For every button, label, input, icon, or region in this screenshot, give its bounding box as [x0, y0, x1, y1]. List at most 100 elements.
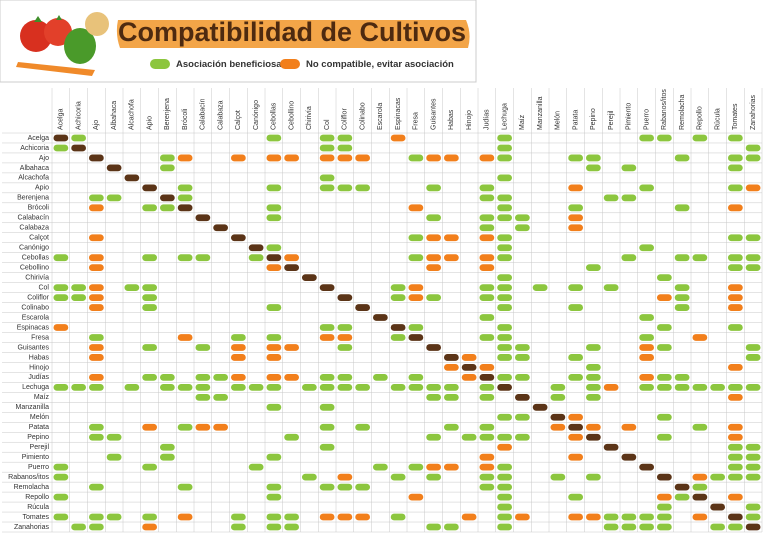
incompatible-cell [337, 334, 353, 341]
beneficial-cell [195, 344, 211, 351]
row-label: Brócoli [28, 205, 50, 212]
incompatible-cell [355, 154, 370, 162]
beneficial-cell [142, 204, 157, 212]
column-label: Alcachofa [129, 99, 136, 130]
beneficial-cell [444, 383, 459, 391]
beneficial-cell [266, 453, 282, 461]
incompatible-cell [479, 154, 495, 162]
beneficial-cell [319, 423, 335, 431]
beneficial-cell [355, 423, 370, 431]
beneficial-cell [479, 224, 495, 232]
beneficial-cell [53, 383, 69, 391]
legend-swatch [280, 59, 300, 69]
incompatible-cell [284, 154, 299, 162]
incompatible-cell [408, 204, 424, 212]
beneficial-cell [497, 413, 512, 421]
row-label: Maíz [34, 394, 50, 401]
beneficial-cell [266, 204, 282, 212]
incompatible-cell [479, 463, 495, 471]
beneficial-cell [497, 433, 512, 441]
incompatible-cell [426, 463, 441, 471]
beneficial-cell [89, 334, 104, 341]
self-cell [53, 134, 69, 142]
incompatible-cell [568, 224, 583, 232]
beneficial-cell [319, 184, 335, 192]
column-label: Pepino [590, 108, 597, 130]
incompatible-cell [266, 264, 282, 272]
row-label: Berenjena [17, 195, 49, 202]
incompatible-cell [426, 154, 441, 162]
beneficial-cell [408, 383, 424, 391]
beneficial-cell [106, 433, 122, 441]
beneficial-cell [53, 493, 69, 501]
incompatible-cell [89, 304, 104, 311]
beneficial-cell [266, 523, 282, 531]
beneficial-cell [89, 194, 104, 202]
beneficial-cell [142, 463, 157, 471]
self-cell [373, 314, 388, 321]
row-label: Colinabo [21, 304, 49, 311]
beneficial-cell [674, 374, 690, 381]
beneficial-cell [657, 374, 672, 381]
beneficial-cell [106, 194, 122, 202]
beneficial-cell [515, 224, 530, 232]
beneficial-cell [639, 523, 654, 531]
beneficial-cell [674, 204, 690, 212]
beneficial-cell [497, 304, 512, 311]
row-label: Albahaca [20, 165, 49, 172]
column-label: Coliflor [342, 108, 349, 130]
beneficial-cell [479, 393, 495, 401]
incompatible-cell [390, 134, 406, 142]
beneficial-cell [745, 354, 761, 361]
legend-label: No compatible, evitar asociación [306, 59, 454, 70]
beneficial-cell [497, 274, 512, 282]
beneficial-cell [177, 383, 193, 391]
beneficial-cell [639, 314, 654, 321]
beneficial-cell [142, 513, 157, 521]
beneficial-cell [373, 374, 388, 381]
beneficial-cell [89, 383, 104, 391]
beneficial-cell [728, 523, 743, 531]
beneficial-cell [639, 134, 654, 142]
row-label: Canónigo [19, 245, 49, 252]
beneficial-cell [266, 244, 282, 252]
beneficial-cell [355, 184, 370, 192]
incompatible-cell [444, 234, 459, 242]
beneficial-cell [479, 433, 495, 441]
beneficial-cell [621, 513, 637, 521]
beneficial-cell [266, 483, 282, 491]
beneficial-cell [302, 383, 317, 391]
beneficial-cell [319, 374, 335, 381]
column-label: Brócoli [182, 108, 189, 130]
beneficial-cell [479, 334, 495, 341]
beneficial-cell [497, 344, 512, 351]
beneficial-cell [657, 523, 672, 531]
incompatible-cell [568, 214, 583, 222]
row-label: Lechuga [22, 384, 49, 391]
beneficial-cell [408, 254, 424, 262]
beneficial-cell [639, 334, 654, 341]
beneficial-cell [426, 523, 441, 531]
beneficial-cell [426, 184, 441, 192]
column-label: Calçot [235, 110, 242, 130]
beneficial-cell [319, 324, 335, 331]
incompatible-cell [89, 204, 104, 212]
self-cell [444, 354, 459, 361]
beneficial-cell [266, 304, 282, 311]
incompatible-cell [444, 254, 459, 262]
beneficial-cell [266, 403, 282, 411]
beneficial-cell [426, 214, 441, 222]
column-label: Cebollino [288, 101, 295, 130]
beneficial-cell [284, 433, 299, 441]
beneficial-cell [337, 383, 353, 391]
beneficial-cell [657, 433, 672, 441]
self-cell [231, 234, 246, 242]
self-cell [124, 174, 140, 182]
self-cell [568, 423, 583, 431]
beneficial-cell [674, 493, 690, 501]
incompatible-cell [444, 154, 459, 162]
beneficial-cell [745, 264, 761, 272]
incompatible-cell [586, 423, 601, 431]
beneficial-cell [692, 134, 708, 142]
beneficial-cell [497, 134, 512, 142]
